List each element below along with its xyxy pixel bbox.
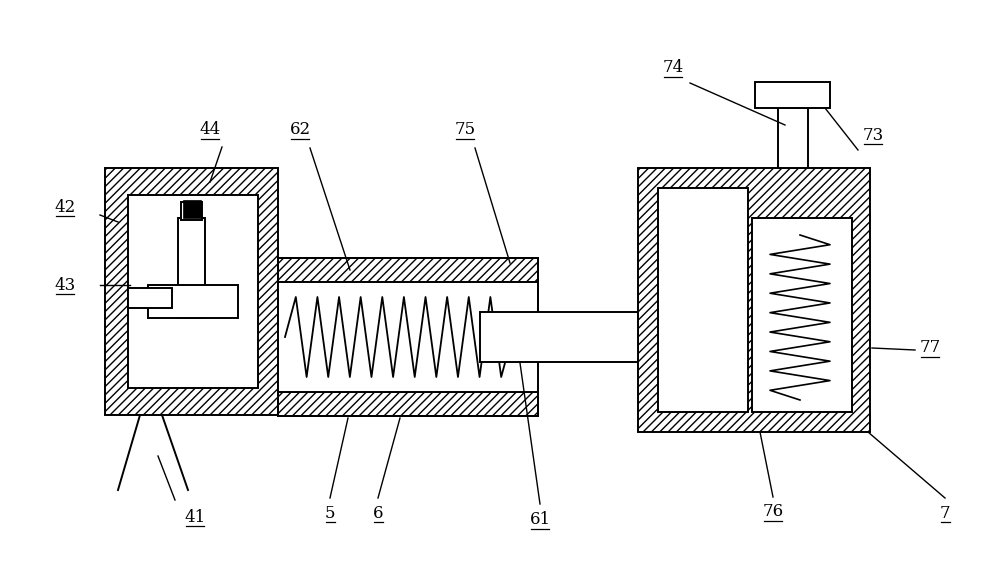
Bar	[278, 282, 538, 392]
Bar	[755, 82, 830, 108]
Text: 75: 75	[454, 122, 476, 138]
Text: 74: 74	[662, 60, 684, 76]
Text: 41: 41	[184, 508, 206, 526]
Bar	[658, 188, 748, 412]
Bar	[148, 285, 238, 318]
Text: 62: 62	[289, 122, 311, 138]
Bar	[278, 392, 538, 416]
Text: 43: 43	[54, 277, 76, 294]
Bar	[752, 218, 852, 412]
Text: 5: 5	[325, 504, 335, 522]
Bar	[638, 168, 870, 432]
Bar	[105, 168, 278, 415]
Text: 6: 6	[373, 504, 383, 522]
Bar	[183, 200, 201, 218]
Text: 44: 44	[199, 122, 221, 138]
Bar	[278, 258, 538, 282]
Text: 42: 42	[54, 199, 76, 215]
Bar	[480, 312, 638, 362]
Text: 73: 73	[862, 126, 884, 144]
Text: 7: 7	[940, 504, 950, 522]
Bar	[778, 108, 808, 168]
Text: 76: 76	[762, 504, 784, 521]
Bar	[178, 218, 205, 318]
Text: 77: 77	[919, 339, 941, 357]
Bar	[128, 288, 172, 308]
Text: 61: 61	[529, 511, 551, 529]
Bar	[181, 202, 202, 220]
Bar	[128, 195, 258, 388]
